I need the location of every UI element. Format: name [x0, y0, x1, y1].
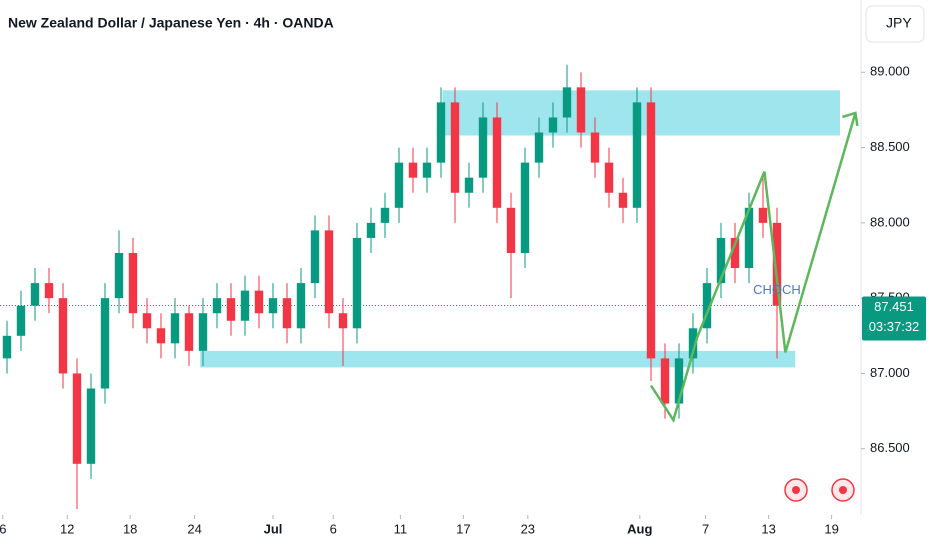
candle-body [394, 162, 404, 208]
x-tick-label: 6 [0, 521, 6, 536]
candle-body [58, 298, 68, 374]
x-tick-label: 19 [824, 521, 838, 536]
candle-body [646, 102, 656, 359]
currency-label: JPY [886, 15, 912, 31]
candle-body [520, 162, 530, 253]
y-tick-label: 87.000 [870, 365, 910, 380]
candle-body [688, 328, 698, 359]
candle-body [310, 230, 320, 284]
candle-body [184, 313, 194, 351]
x-tick-label: Jul [264, 521, 283, 536]
currency-button[interactable] [865, 5, 925, 43]
candle-body [352, 237, 362, 329]
x-tick-label: 24 [187, 521, 201, 536]
x-tick-label: Aug [627, 521, 652, 536]
event-dot [792, 486, 800, 494]
projection-arrowhead [842, 111, 859, 127]
zone [200, 350, 796, 368]
candle-body [170, 313, 180, 344]
candle-body [254, 290, 264, 314]
candle-body [366, 222, 376, 238]
candle-body [562, 87, 572, 118]
price-tag [862, 296, 926, 341]
candle-body [156, 328, 166, 344]
candle-body [534, 132, 544, 163]
candle-body [296, 283, 306, 329]
candle-body [716, 237, 726, 284]
candle-body [744, 207, 754, 269]
y-tick-label: 86.500 [870, 440, 910, 455]
y-tick-label: 88.000 [870, 214, 910, 229]
candle-body [114, 252, 124, 299]
candle-body [240, 290, 250, 321]
candle-body [338, 313, 348, 329]
candle-body [282, 298, 292, 329]
candle-body [730, 237, 740, 269]
plot: CHOCH [0, 64, 861, 509]
candle-body [100, 298, 110, 389]
y-tick-label: 89.000 [870, 64, 910, 79]
x-tick-label: 17 [456, 521, 470, 536]
candle-body [478, 117, 488, 178]
candle-body [86, 388, 96, 464]
x-tick-label: 18 [123, 521, 137, 536]
x-tick-label: 11 [394, 521, 408, 536]
price-tag-countdown: 03:37:32 [869, 319, 920, 334]
candle-body [674, 358, 684, 404]
candle-body [758, 207, 768, 223]
x-tick-label: 13 [761, 521, 775, 536]
candle-body [16, 305, 26, 336]
candle-body [72, 373, 82, 464]
candle-body [772, 222, 782, 306]
y-tick-label: 88.500 [870, 139, 910, 154]
candle-body [576, 87, 586, 133]
candle-body [380, 207, 390, 223]
candle-body [30, 283, 40, 306]
candle-body [548, 117, 558, 133]
event-dot [839, 486, 847, 494]
candle-body [142, 313, 152, 329]
x-tick-label: 6 [330, 521, 337, 536]
candle-body [492, 117, 502, 208]
candle-body [506, 207, 516, 253]
candle-body [212, 298, 222, 314]
candle-body [702, 283, 712, 329]
candle-body [436, 102, 446, 163]
candle-body [604, 162, 614, 193]
candle-body [464, 177, 474, 193]
candle-body [128, 252, 138, 314]
choch-label: CHOCH [753, 282, 801, 297]
candle-body [226, 298, 236, 321]
candle-body [632, 102, 642, 208]
x-tick-label: 23 [521, 521, 535, 536]
candle-body [408, 162, 418, 178]
x-tick-label: 12 [60, 521, 74, 536]
x-tick-label: 7 [702, 521, 709, 536]
candle-body [198, 313, 208, 351]
candle-body [268, 298, 278, 314]
candle-body [422, 162, 432, 178]
candle-body [44, 283, 54, 299]
candle-body [618, 192, 628, 208]
candle-body [590, 132, 600, 163]
candle-body [2, 335, 12, 359]
chart-title: New Zealand Dollar / Japanese Yen · 4h ·… [8, 15, 334, 31]
projection-line [649, 112, 857, 424]
candle-body [324, 230, 334, 314]
price-tag-value: 87.451 [874, 299, 914, 314]
candle-body [450, 102, 460, 193]
candle-body [660, 358, 670, 404]
